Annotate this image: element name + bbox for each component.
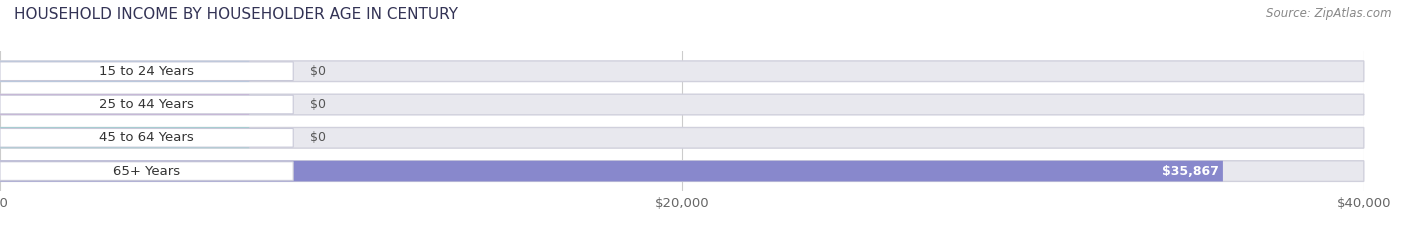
Text: $0: $0 bbox=[309, 131, 326, 144]
Text: $0: $0 bbox=[309, 65, 326, 78]
FancyBboxPatch shape bbox=[0, 94, 249, 115]
Text: 25 to 44 Years: 25 to 44 Years bbox=[100, 98, 194, 111]
Text: HOUSEHOLD INCOME BY HOUSEHOLDER AGE IN CENTURY: HOUSEHOLD INCOME BY HOUSEHOLDER AGE IN C… bbox=[14, 7, 458, 22]
FancyBboxPatch shape bbox=[0, 62, 294, 81]
Text: $0: $0 bbox=[309, 98, 326, 111]
FancyBboxPatch shape bbox=[0, 161, 1364, 182]
Text: Source: ZipAtlas.com: Source: ZipAtlas.com bbox=[1267, 7, 1392, 20]
FancyBboxPatch shape bbox=[0, 95, 294, 114]
FancyBboxPatch shape bbox=[0, 61, 1364, 82]
FancyBboxPatch shape bbox=[0, 94, 1364, 115]
Text: 45 to 64 Years: 45 to 64 Years bbox=[100, 131, 194, 144]
FancyBboxPatch shape bbox=[0, 127, 249, 148]
Text: $35,867: $35,867 bbox=[1161, 164, 1219, 178]
FancyBboxPatch shape bbox=[0, 61, 249, 82]
FancyBboxPatch shape bbox=[0, 127, 1364, 148]
FancyBboxPatch shape bbox=[0, 162, 294, 180]
Text: 15 to 24 Years: 15 to 24 Years bbox=[98, 65, 194, 78]
Text: 65+ Years: 65+ Years bbox=[112, 164, 180, 178]
FancyBboxPatch shape bbox=[0, 128, 294, 147]
FancyBboxPatch shape bbox=[0, 161, 1223, 182]
